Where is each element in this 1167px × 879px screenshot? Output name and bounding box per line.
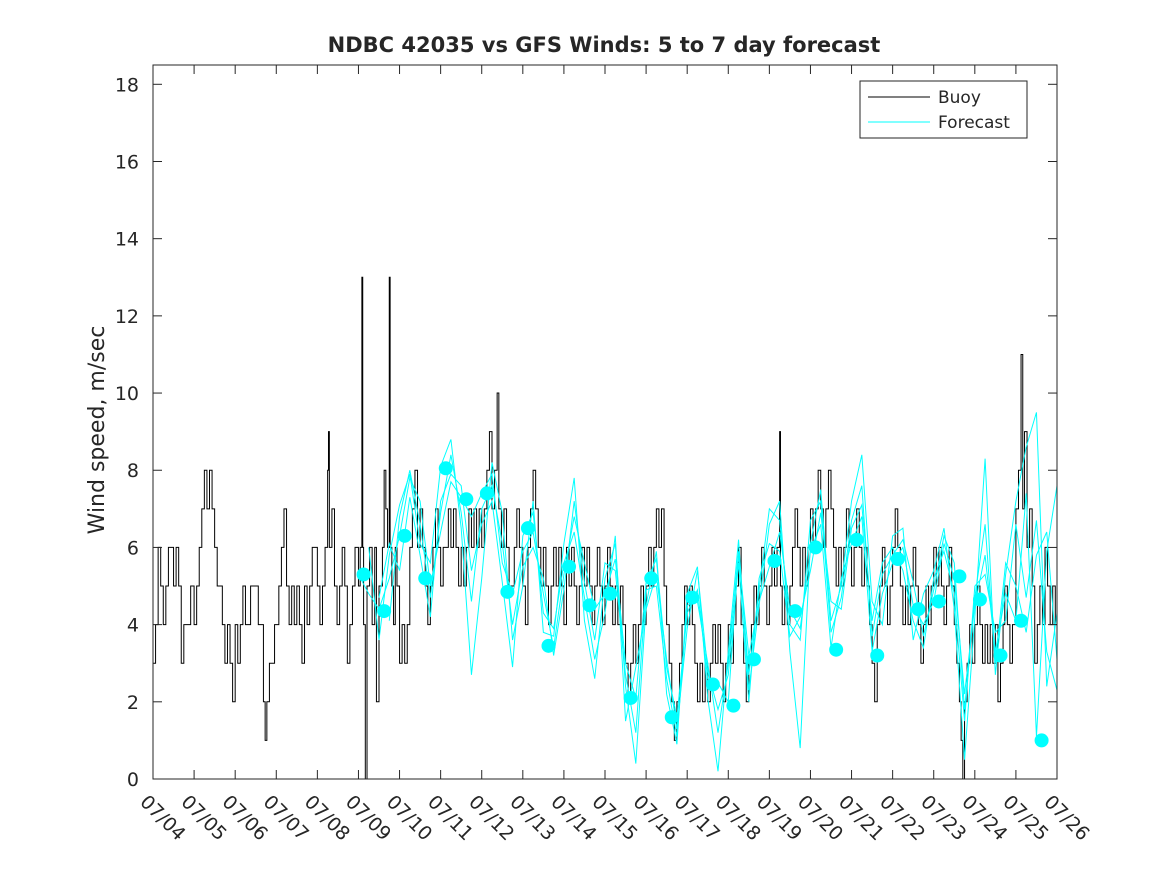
forecast-point-14 xyxy=(623,690,638,705)
forecast-point-18 xyxy=(705,677,720,692)
y-tick-label-4: 4 xyxy=(127,615,139,637)
forecast-point-11 xyxy=(562,559,577,574)
forecast-series-line-2 xyxy=(368,412,1058,772)
y-tick-label-10: 10 xyxy=(115,383,139,405)
legend-box xyxy=(859,80,1028,139)
forecast-point-12 xyxy=(582,598,597,613)
y-tick-label-14: 14 xyxy=(115,229,139,251)
forecast-point-27 xyxy=(890,552,905,567)
forecast-point-19 xyxy=(726,698,741,713)
forecast-point-7 xyxy=(479,486,494,501)
forecast-point-1 xyxy=(356,567,371,582)
forecast-point-5 xyxy=(438,461,453,476)
plot-data xyxy=(153,276,1058,780)
forecast-point-22 xyxy=(788,604,803,619)
y-tick-label-16: 16 xyxy=(115,151,139,173)
y-axis-label: Wind speed, m/sec xyxy=(85,326,110,535)
forecast-point-13 xyxy=(603,586,618,601)
forecast-point-15 xyxy=(644,571,659,586)
chart-title: NDBC 42035 vs GFS Winds: 5 to 7 day fore… xyxy=(328,33,881,57)
forecast-point-32 xyxy=(993,648,1008,663)
forecast-point-2 xyxy=(377,604,392,619)
forecast-point-10 xyxy=(541,638,556,653)
forecast-point-31 xyxy=(972,592,987,607)
y-tick-label-0: 0 xyxy=(127,769,139,791)
forecast-series-line-3 xyxy=(378,473,1058,729)
y-tick-label-8: 8 xyxy=(127,460,139,482)
forecast-point-20 xyxy=(746,652,761,667)
forecast-point-30 xyxy=(952,569,967,584)
forecast-series-line-1 xyxy=(358,472,1058,737)
forecast-point-33 xyxy=(1014,613,1029,628)
forecast-point-3 xyxy=(397,528,412,543)
y-tick-label-12: 12 xyxy=(115,306,139,328)
forecast-point-17 xyxy=(685,590,700,605)
forecast-point-26 xyxy=(870,648,885,663)
forecast-point-24 xyxy=(829,642,844,657)
legend-label-forecast: Forecast xyxy=(938,113,1010,133)
forecast-point-9 xyxy=(520,521,535,536)
y-tick-label-18: 18 xyxy=(115,74,139,96)
forecast-point-21 xyxy=(767,553,782,568)
forecast-point-4 xyxy=(418,571,433,586)
legend: Buoy Forecast xyxy=(859,80,1028,139)
legend-label-buoy: Buoy xyxy=(938,88,981,108)
forecast-point-23 xyxy=(808,540,823,555)
forecast-point-6 xyxy=(459,492,474,507)
y-tick-label-6: 6 xyxy=(127,537,139,559)
forecast-point-25 xyxy=(849,532,864,547)
forecast-series-line-4 xyxy=(388,454,1058,737)
forecast-point-28 xyxy=(911,602,926,617)
y-tick-label-2: 2 xyxy=(127,692,139,714)
forecast-point-8 xyxy=(500,584,515,599)
forecast-point-29 xyxy=(931,594,946,609)
forecast-point-16 xyxy=(664,710,679,725)
forecast-point-34 xyxy=(1034,733,1049,748)
